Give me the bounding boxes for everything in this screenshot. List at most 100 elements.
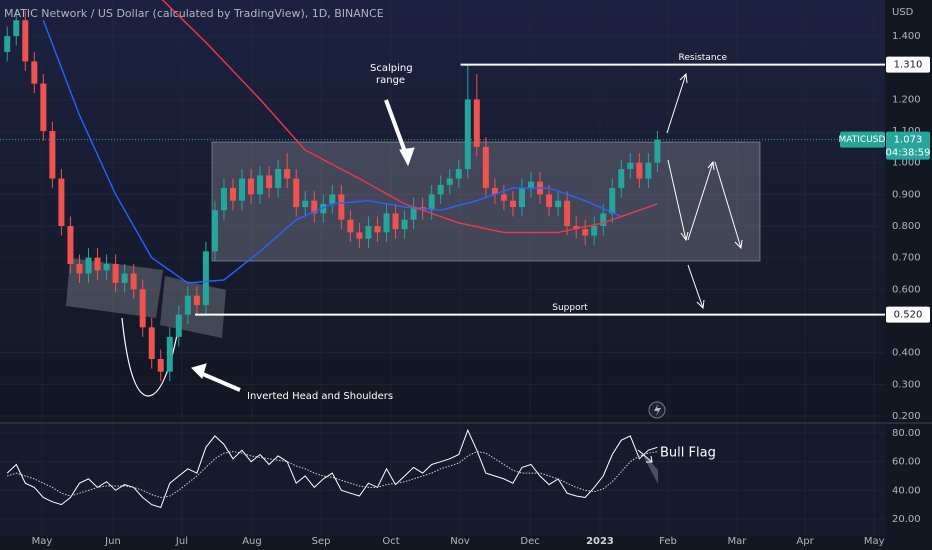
y-tick-label: 1.400 [892, 31, 921, 42]
level-name: Support [552, 303, 588, 313]
level-label-box [886, 56, 930, 73]
candle-body [257, 175, 264, 195]
arrow [667, 159, 689, 242]
candle-body [645, 162, 652, 179]
candle-body [239, 178, 246, 201]
arrow-head [399, 147, 415, 167]
annotation: range [376, 75, 405, 86]
candle-body [4, 36, 11, 52]
candle-body [491, 188, 498, 195]
annotation: Bull Flag [660, 446, 716, 461]
arrow-head [191, 363, 207, 379]
symbol-box [840, 131, 885, 148]
candle-body [184, 295, 191, 315]
symbol-label: MATICUSD [839, 135, 886, 145]
arrow [637, 449, 653, 463]
candle-body [49, 131, 56, 179]
x-tick-label: May [32, 536, 53, 547]
candle-body [392, 213, 399, 230]
candle-body [582, 229, 589, 236]
arrow [687, 160, 715, 241]
candle-body [464, 99, 471, 170]
candle-body [67, 226, 74, 265]
price-pane [0, 0, 885, 422]
candle-body [482, 146, 489, 189]
candle-body [528, 181, 534, 189]
candle-body [428, 194, 435, 211]
candle-body [13, 20, 20, 37]
rsi-pane [0, 424, 885, 536]
candle-body [266, 175, 273, 189]
event-icon-bolt [654, 404, 661, 416]
candle-body [600, 213, 607, 227]
level-label: 0.520 [894, 310, 923, 321]
level-name: Resistance [679, 53, 728, 63]
y-tick-label: 0.700 [892, 253, 921, 264]
x-tick-label: May [864, 536, 885, 547]
candle-body [248, 178, 255, 195]
candle-body [509, 200, 516, 208]
x-tick-label: Apr [796, 536, 814, 547]
level-label-box [886, 306, 930, 323]
arrow [197, 370, 241, 392]
candle-body [175, 314, 182, 337]
candle-body [383, 213, 390, 233]
candle-body [139, 289, 146, 328]
y-tick-label: 0.200 [892, 411, 921, 422]
candle-body [654, 139, 661, 163]
x-tick-label: Mar [727, 536, 747, 547]
candle-body [157, 359, 164, 372]
candle-body [293, 178, 300, 208]
level-label: 1.310 [894, 60, 923, 71]
countdown-label: 04:38:59 [886, 148, 931, 159]
candle-body [591, 226, 598, 236]
candle-body [311, 200, 318, 214]
candle-body [500, 194, 507, 201]
candle-body [455, 169, 462, 179]
candle-body [555, 200, 562, 208]
y-tick-label: 60.00 [892, 457, 921, 468]
x-tick-label: Sep [312, 536, 331, 547]
candle-body [103, 264, 110, 271]
arrow [714, 161, 743, 250]
y-tick-label: 80.00 [892, 428, 921, 439]
candle-body [220, 188, 227, 211]
candle-body [446, 178, 453, 185]
candle-body [112, 264, 119, 284]
candle-body [202, 251, 209, 306]
y-tick-label: 40.00 [892, 485, 921, 496]
marks [0, 0, 885, 509]
last-price-label: 1.073 [894, 135, 923, 146]
candle-body [193, 295, 200, 306]
candle-body [356, 232, 363, 239]
x-tick-label: 2023 [586, 536, 614, 547]
candle-body [564, 200, 571, 227]
candle-body [31, 61, 38, 84]
chart-title: MATIC Network / US Dollar (calculated by… [4, 7, 384, 20]
y-tick-label: 0.800 [892, 221, 921, 232]
candle-body [338, 194, 345, 220]
candle-body [22, 20, 29, 62]
y-tick-label: 0.900 [892, 189, 921, 200]
x-tick-label: Aug [242, 536, 262, 547]
grid [0, 0, 885, 536]
candle-body [573, 226, 580, 230]
candle-body [302, 200, 309, 208]
candle-body [365, 226, 372, 239]
candle-body [166, 336, 173, 372]
x-tick-label: Jul [175, 536, 188, 547]
candle-body [94, 257, 101, 271]
candle-body [374, 226, 381, 233]
candle-body [211, 210, 218, 252]
candle-body [76, 264, 83, 274]
y-tick-label: 0.400 [892, 348, 921, 359]
candle-body [410, 207, 417, 220]
candle-body [473, 99, 480, 147]
candle-body [546, 194, 553, 208]
candle-body [148, 327, 155, 360]
candle-body [636, 162, 643, 179]
x-tick-label: Feb [659, 536, 677, 547]
candle-body [609, 188, 616, 214]
candle-body [130, 273, 137, 290]
